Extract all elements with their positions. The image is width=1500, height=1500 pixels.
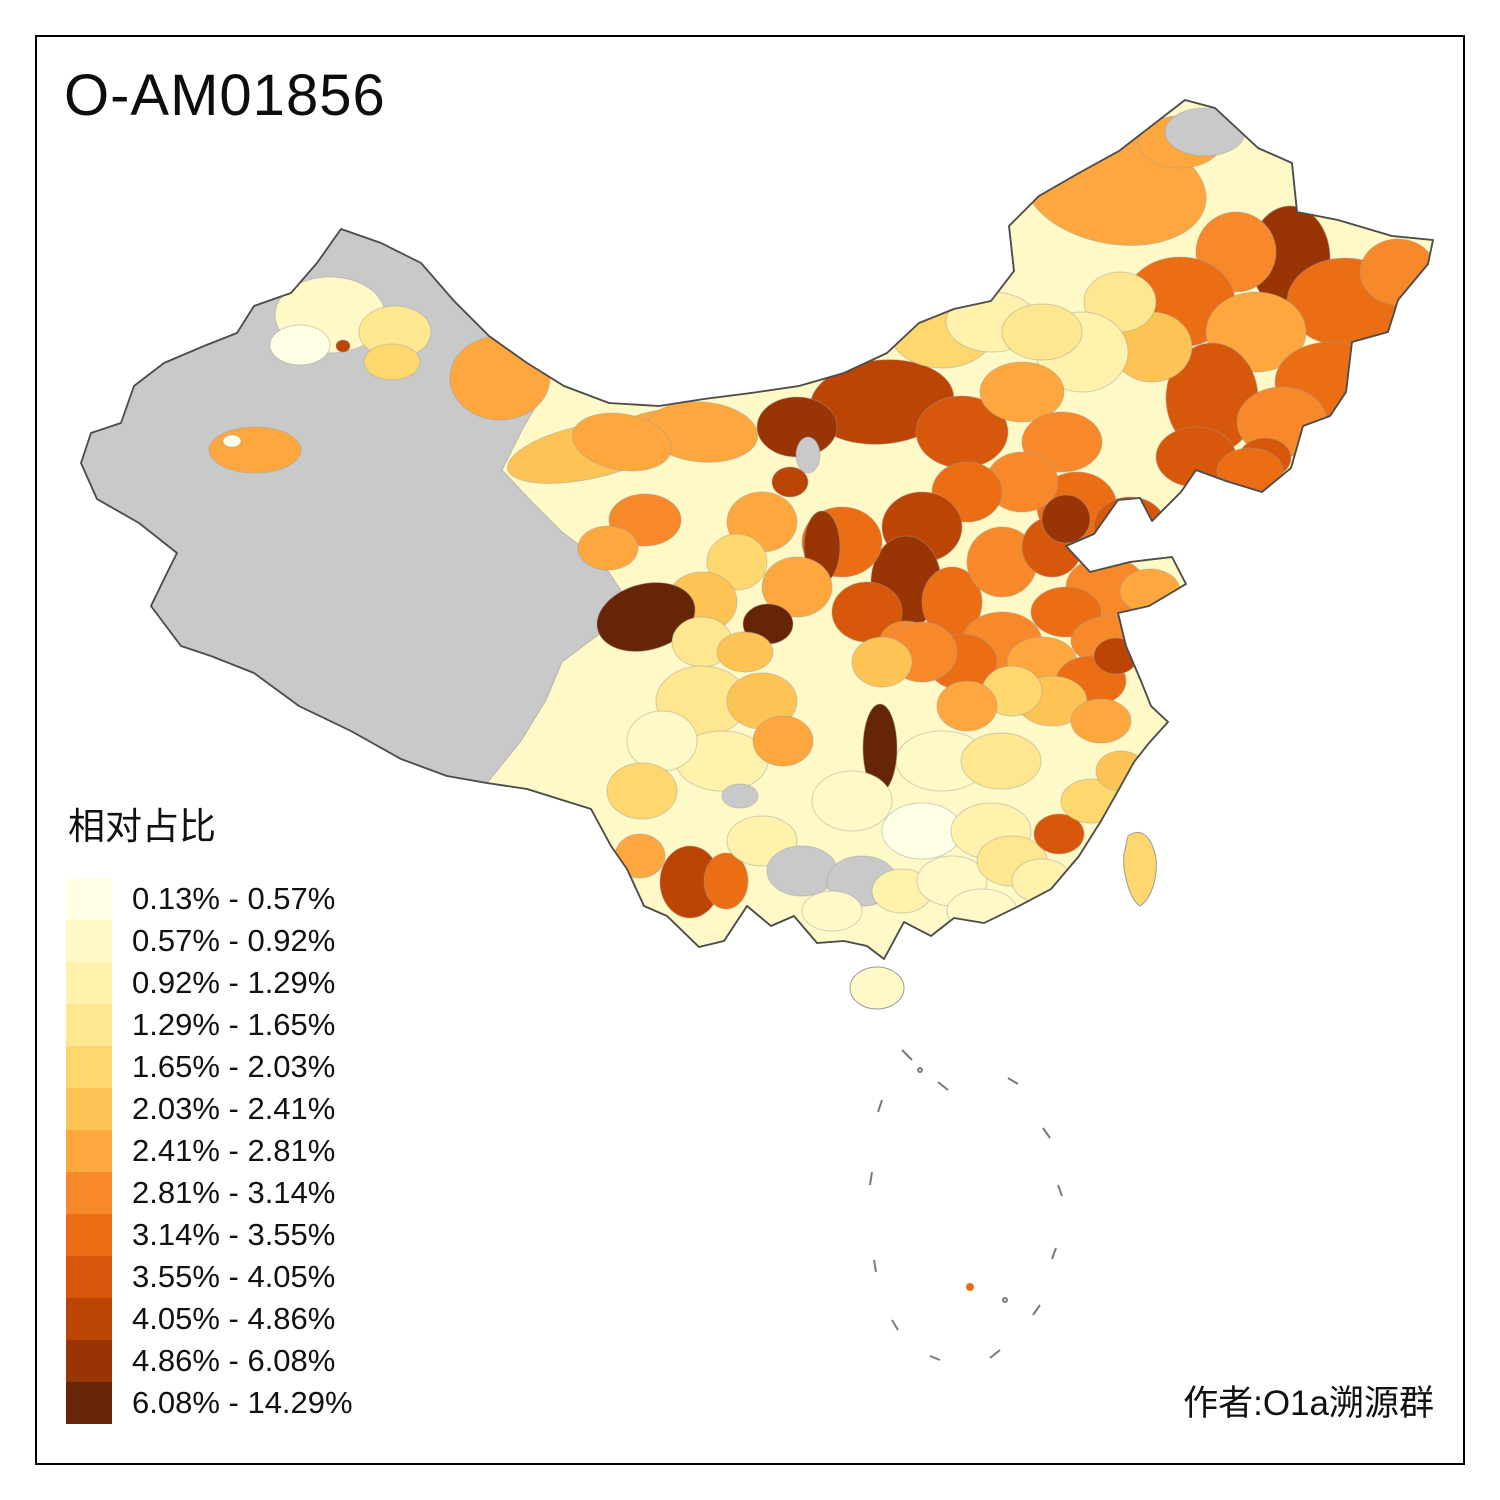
legend-label: 4.86% - 6.08% bbox=[132, 1343, 335, 1379]
prefecture-region bbox=[635, 915, 675, 943]
taiwan-region bbox=[1124, 832, 1157, 906]
legend-item: 1.65% - 2.03% bbox=[66, 1046, 353, 1088]
prefecture-region bbox=[852, 637, 912, 687]
legend-swatch bbox=[66, 1214, 112, 1256]
hainan-region bbox=[850, 967, 904, 1009]
prefecture-region bbox=[1360, 239, 1436, 305]
legend-item: 2.81% - 3.14% bbox=[66, 1172, 353, 1214]
prefecture-region bbox=[937, 681, 997, 731]
legend-swatch bbox=[66, 1382, 112, 1424]
prefecture-region bbox=[947, 889, 1017, 933]
prefecture-region bbox=[223, 435, 241, 447]
legend-swatch bbox=[66, 1004, 112, 1046]
legend-item: 4.86% - 6.08% bbox=[66, 1340, 353, 1382]
prefecture-region bbox=[364, 344, 420, 380]
legend: 相对占比 0.13% - 0.57% 0.57% - 0.92% 0.92% - 1… bbox=[66, 796, 353, 1424]
legend-label: 3.14% - 3.55% bbox=[132, 1217, 335, 1253]
legend-swatch bbox=[66, 1172, 112, 1214]
legend-swatch bbox=[66, 878, 112, 920]
legend-swatch bbox=[66, 1046, 112, 1088]
legend-label: 2.03% - 2.41% bbox=[132, 1091, 335, 1127]
prefecture-region bbox=[1002, 304, 1082, 360]
legend-item: 0.92% - 1.29% bbox=[66, 962, 353, 1004]
prefecture-region bbox=[578, 526, 638, 570]
legend-item: 3.55% - 4.05% bbox=[66, 1256, 353, 1298]
prefecture-region bbox=[450, 336, 550, 420]
legend-swatch bbox=[66, 962, 112, 1004]
legend-item: 2.41% - 2.81% bbox=[66, 1130, 353, 1172]
prefecture-region bbox=[1042, 495, 1090, 543]
legend-swatch bbox=[66, 1130, 112, 1172]
legend-label: 1.29% - 1.65% bbox=[132, 1007, 335, 1043]
legend-item: 2.03% - 2.41% bbox=[66, 1088, 353, 1130]
island-marks bbox=[870, 1050, 1062, 1360]
legend-swatch bbox=[66, 1298, 112, 1340]
prefecture-region bbox=[767, 846, 837, 896]
prefecture-region bbox=[802, 891, 862, 931]
prefecture-region bbox=[1012, 859, 1072, 903]
prefecture-region bbox=[1094, 638, 1138, 674]
legend-swatch bbox=[66, 920, 112, 962]
prefecture-region bbox=[961, 733, 1041, 789]
legend-items: 0.13% - 0.57% 0.57% - 0.92% 0.92% - 1.29% 1… bbox=[66, 878, 353, 1424]
legend-item: 1.29% - 1.65% bbox=[66, 1004, 353, 1046]
prefecture-region bbox=[336, 340, 350, 352]
prefecture-region bbox=[627, 711, 697, 771]
legend-item: 4.05% - 4.86% bbox=[66, 1298, 353, 1340]
figure-canvas: O-AM01856 相对占比 0.13% - 0.57% 0.57% - 0.92… bbox=[0, 0, 1500, 1500]
legend-label: 1.65% - 2.03% bbox=[132, 1049, 335, 1085]
legend-label: 2.41% - 2.81% bbox=[132, 1133, 335, 1169]
legend-item: 0.13% - 0.57% bbox=[66, 878, 353, 920]
legend-label: 0.92% - 1.29% bbox=[132, 965, 335, 1001]
prefecture-region bbox=[753, 716, 813, 766]
prefecture-region bbox=[722, 784, 758, 808]
map-title: O-AM01856 bbox=[64, 62, 386, 129]
legend-item: 0.57% - 0.92% bbox=[66, 920, 353, 962]
prefecture-region bbox=[1071, 699, 1131, 743]
legend-label: 0.57% - 0.92% bbox=[132, 923, 335, 959]
attribution: 作者:O1a溯源群 bbox=[1183, 1375, 1434, 1426]
legend-swatch bbox=[66, 1088, 112, 1130]
legend-title: 相对占比 bbox=[68, 796, 353, 850]
prefecture-region bbox=[1094, 497, 1166, 557]
prefecture-region bbox=[772, 467, 808, 497]
prefecture-region bbox=[717, 632, 773, 672]
prefecture-region bbox=[607, 763, 677, 819]
legend-label: 3.55% - 4.05% bbox=[132, 1259, 335, 1295]
legend-item: 3.14% - 3.55% bbox=[66, 1214, 353, 1256]
prefecture-region bbox=[1165, 108, 1245, 156]
prefecture-region bbox=[882, 803, 962, 859]
prefecture-region bbox=[812, 771, 892, 831]
legend-label: 4.05% - 4.86% bbox=[132, 1301, 335, 1337]
prefecture-region bbox=[270, 325, 330, 365]
legend-label: 6.08% - 14.29% bbox=[132, 1385, 353, 1421]
prefecture-region bbox=[209, 427, 301, 473]
legend-item: 6.08% - 14.29% bbox=[66, 1382, 353, 1424]
legend-label: 0.13% - 0.57% bbox=[132, 881, 335, 917]
legend-label: 2.81% - 3.14% bbox=[132, 1175, 335, 1211]
legend-swatch bbox=[66, 1256, 112, 1298]
legend-swatch bbox=[66, 1340, 112, 1382]
prefecture-region bbox=[796, 437, 820, 473]
prefecture-region bbox=[615, 834, 665, 878]
